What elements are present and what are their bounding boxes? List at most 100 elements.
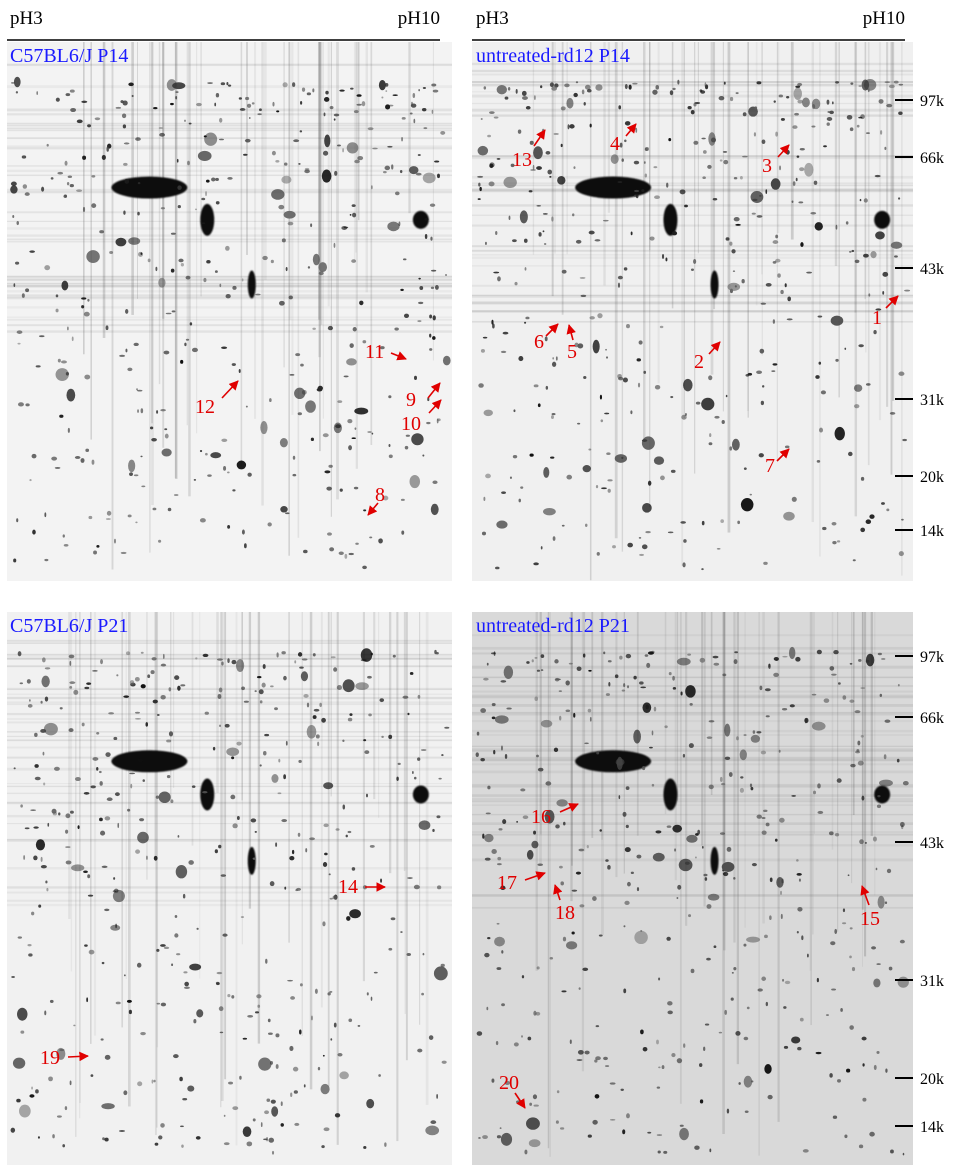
gel-spot [526,661,530,664]
gel-spot [712,198,718,201]
gel-spot [63,195,66,198]
gel-spot [844,347,847,350]
gel-spot [187,1085,195,1092]
gel-spot [533,146,543,160]
gel-streak [761,42,763,275]
gel-spot [425,1125,440,1136]
gel-spot [794,112,799,116]
gel-spot [57,171,64,175]
gel-spot [83,311,90,317]
gel-spot [626,323,630,329]
gel-spot [575,750,652,773]
gel-spot [432,828,435,833]
gel-spot [780,117,785,121]
gel-spot [68,728,74,733]
gel-spot [627,881,631,887]
gel-spot [645,531,651,534]
gel-spot [719,159,723,162]
gel-spot [500,1132,513,1146]
gel-spot [287,221,294,226]
gel-spot [880,130,883,135]
gel-spot [59,707,63,710]
gel-spot [690,110,695,115]
gel-streak [852,612,855,815]
gel-spot [759,348,765,354]
gel-smear [472,646,913,650]
gel-streak [216,612,219,793]
gel-spot [167,507,172,512]
gel-spot [488,181,495,187]
gel-spot [223,466,227,471]
gel-streak [755,42,758,306]
gel-spot [501,950,504,954]
gel-spot [796,155,800,158]
gel-streak [174,42,177,479]
gel-spot [61,280,69,291]
gel-spot [624,84,628,90]
gel-spot [830,941,836,946]
gel-spot [721,783,726,786]
gel-spot [123,142,130,145]
gel-spot [284,162,288,166]
gel-spot [543,466,550,478]
gel-spot [529,1102,532,1106]
gel-smear [472,665,913,669]
gel-spot [480,118,483,120]
gel-spot [688,743,694,749]
gel-spot [599,829,603,832]
gel-spot [125,348,128,353]
gel-spot [436,1093,438,1099]
gel-streak [291,42,294,415]
gel-streak [288,42,290,556]
gel-spot [477,145,489,156]
panel-title: untreated-rd12 P14 [476,45,630,67]
gel-spot [307,266,311,269]
gel-streak [683,42,685,419]
gel-spot [325,90,329,95]
gel-spot [120,100,124,104]
gel-spot [421,992,424,996]
gel-spot [203,135,207,138]
gel-spot [430,1120,437,1124]
gel-spot [321,169,332,183]
gel-spot [372,147,378,150]
gel-spot [761,139,766,145]
gel-streak [867,42,870,466]
gel-smear [472,294,913,296]
gel-streak [854,42,857,313]
gel-spot [67,175,73,179]
gel-spot [756,81,762,85]
gel-spot [122,100,128,106]
gel-smear [472,301,913,305]
gel-spot [899,939,905,944]
gel-spot [776,876,784,888]
gel-spot [484,952,490,958]
gel-spot [65,829,69,834]
gel-spot [484,833,494,843]
gel-spot [592,896,597,902]
gel-spot [428,1035,434,1040]
gel-spot [640,1029,644,1035]
gel-spot [409,671,414,675]
gel-spot [566,97,574,109]
gel-spot [533,1104,539,1107]
gel-streak [327,612,330,1087]
gel-streak [246,42,248,255]
gel-spot [128,459,136,473]
gel-spot [837,682,841,685]
gel-spot [875,231,885,240]
gel-spot [521,975,525,979]
gel-spot [220,82,226,86]
gel-spot [222,933,228,937]
spot-label: 12 [195,396,215,418]
gel-spot [775,659,779,661]
gel-spot [566,474,573,480]
gel-spot [642,1046,648,1052]
gel-spot [856,124,860,128]
gel-smear [7,227,452,230]
gel-spot [243,153,248,156]
gel-spot [149,426,154,430]
gel-spot [651,783,655,787]
gel-spot [434,160,440,163]
gel-spot [324,470,331,474]
